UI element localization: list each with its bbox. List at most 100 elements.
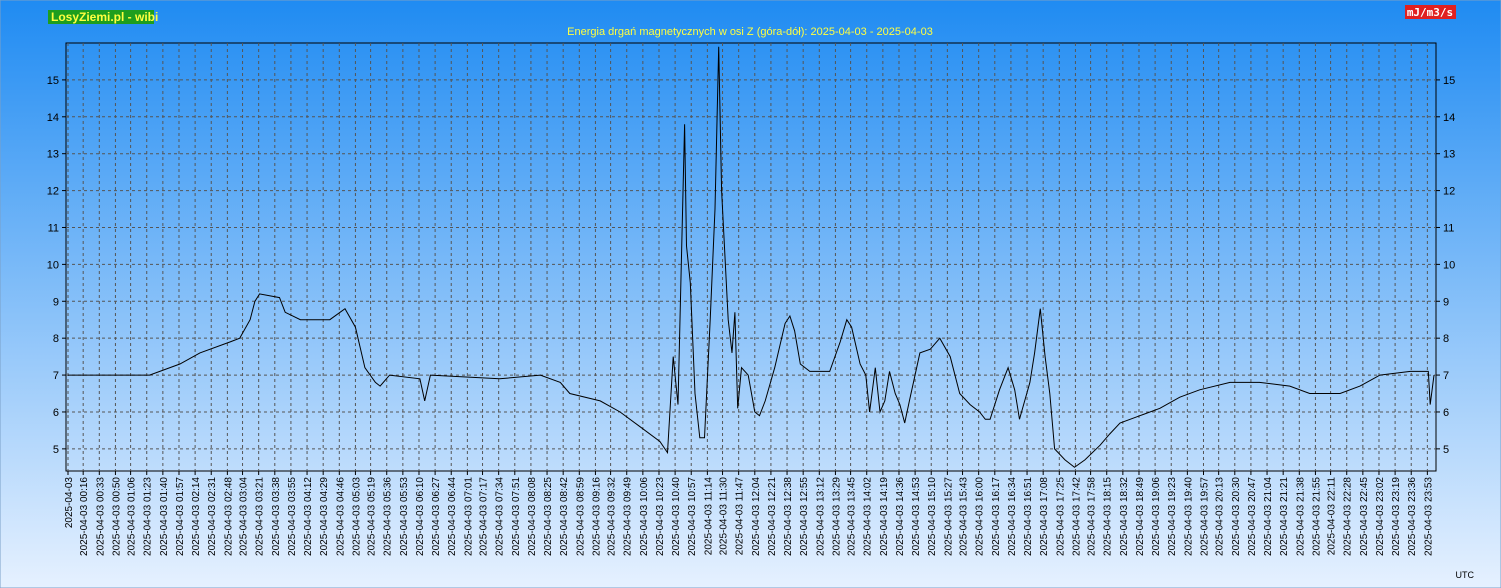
x-tick-label: 2025-04-03 19:06 (1151, 477, 1162, 556)
y-tick-label: 13 (1443, 149, 1455, 161)
y-tick-label: 5 (53, 444, 59, 456)
x-tick-label: 2025-04-03 15:27 (943, 477, 954, 556)
x-tick-label: 2025-04-03 14:53 (911, 477, 922, 556)
y-tick-label: 6 (53, 407, 59, 419)
unit: mJ/m3/s (1407, 6, 1453, 19)
x-tick-label: 2025-04-03 19:57 (1199, 477, 1210, 556)
y-tick-label: 9 (1443, 296, 1449, 308)
x-tick-label: 2025-04-03 04:29 (319, 477, 330, 556)
x-tick-label: 2025-04-03 08:08 (527, 477, 538, 556)
y-tick-label: 12 (1443, 186, 1455, 198)
x-tick-label: 2025-04-03 23:36 (1407, 477, 1418, 556)
x-tick-label: 2025-04-03 04:46 (335, 477, 346, 556)
x-tick-label: 2025-04-03 17:25 (1055, 477, 1066, 556)
x-tick-label: 2025-04-03 14:02 (863, 477, 874, 556)
x-tick-label: 2025-04-03 17:08 (1039, 477, 1050, 556)
x-tick-label: 2025-04-03 08:25 (543, 477, 554, 556)
x-unit: UTC (1456, 570, 1475, 580)
x-tick-label: 2025-04-03 02:48 (223, 477, 234, 556)
y-tick-label: 14 (1443, 112, 1455, 124)
x-tick-label: 2025-04-03 15:10 (927, 477, 938, 556)
x-tick-label: 2025-04-03 21:55 (1311, 477, 1322, 556)
x-tick-label: 2025-04-03 01:23 (143, 477, 154, 556)
x-tick-label: 2025-04-03 03:21 (255, 477, 266, 556)
x-tick-label: 2025-04-03 00:16 (79, 477, 90, 556)
x-tick-label: 2025-04-03 11:47 (735, 477, 746, 556)
x-tick-label: 2025-04-03 03:04 (239, 477, 250, 556)
x-tick-label: 2025-04-03 03:38 (271, 477, 282, 556)
x-tick-label: 2025-04-03 13:29 (831, 477, 842, 556)
y-tick-label: 12 (47, 186, 59, 198)
x-tick-label: 2025-04-03 09:49 (623, 477, 634, 556)
y-tick-label: 8 (1443, 333, 1449, 345)
x-tick-label: 2025-04-03 05:03 (351, 477, 362, 556)
y-tick-label: 7 (53, 370, 59, 382)
x-tick-label: 2025-04-03 12:38 (783, 477, 794, 556)
x-tick-label: 2025-04-03 06:44 (447, 477, 458, 556)
y-tick-label: 9 (53, 296, 59, 308)
x-tick-label: 2025-04-03 21:04 (1263, 477, 1274, 556)
x-tick-label: 2025-04-03 06:27 (431, 477, 442, 556)
x-tick-label: 2025-04-03 05:19 (367, 477, 378, 556)
brand-box (48, 10, 154, 24)
x-tick-label: 2025-04-03 12:21 (767, 477, 778, 556)
x-tick-label: 2025-04-03 16:51 (1023, 477, 1034, 556)
x-tick-label: 2025-04-03 07:17 (479, 477, 490, 556)
y-tick-label: 13 (47, 149, 59, 161)
data-line (68, 46, 1435, 468)
x-tick-label: 2025-04-03 15:43 (959, 477, 970, 556)
x-tick-label: 2025-04-03 23:02 (1375, 477, 1386, 556)
plot-frame (65, 42, 1437, 472)
y-tick-label: 14 (47, 112, 59, 124)
x-tick-label: 2025-04-03 07:34 (495, 477, 506, 556)
x-tick-label: 2025-04-03 09:16 (591, 477, 602, 556)
x-tick-label: 2025-04-03 18:32 (1119, 477, 1130, 556)
x-tick-label: 2025-04-03 20:13 (1215, 477, 1226, 556)
x-tick-label: 2025-04-03 05:36 (383, 477, 394, 556)
x-tick-label: 2025-04-03 23:19 (1391, 477, 1402, 556)
x-tick-label: 2025-04-03 03:55 (287, 477, 298, 556)
x-tick-label: 2025-04-03 09:32 (607, 477, 618, 556)
x-tick-label: 2025-04-03 10:06 (639, 477, 650, 556)
x-tick-label: 2025-04-03 16:00 (975, 477, 986, 556)
x-tick-label: 2025-04-03 02:31 (207, 477, 218, 556)
x-tick-label: 2025-04-03 19:40 (1183, 477, 1194, 556)
x-tick-label: 2025-04-03 06:10 (415, 477, 426, 556)
chart-title: Energia drgań magnetycznych w osi Z (gór… (567, 26, 933, 38)
x-tick-label: 2025-04-03 10:23 (655, 477, 666, 556)
x-tick-label: 2025-04-03 10:40 (671, 477, 682, 556)
x-tick-label: 2025-04-03 07:51 (511, 477, 522, 556)
brand: LosyZiemi.pl - wibi (51, 10, 158, 24)
y-tick-label: 11 (48, 222, 59, 234)
x-tick-label: 2025-04-03 17:58 (1087, 477, 1098, 556)
x-tick-label: 2025-04-03 22:45 (1359, 477, 1370, 556)
x-tick-label: 2025-04-03 11:14 (703, 477, 714, 556)
x-tick-label: 2025-04-03 13:45 (847, 477, 858, 556)
x-tick-label: 2025-04-03 21:38 (1295, 477, 1306, 556)
y-tick-label: 8 (53, 333, 59, 345)
y-tick-label: 10 (47, 259, 59, 271)
y-tick-label: 10 (1443, 259, 1455, 271)
x-tick-label: 2025-04-03 12:55 (799, 477, 810, 556)
y-tick-label: 15 (1443, 75, 1455, 87)
y-tick-label: 6 (1443, 407, 1449, 419)
x-tick-label: 2025-04-03 08:42 (559, 477, 570, 556)
x-tick-label: 2025-04-03 22:11 (1327, 477, 1338, 556)
x-tick-label: 2025-04-03 18:15 (1103, 477, 1114, 556)
x-tick-label: 2025-04-03 00:33 (95, 477, 106, 556)
unit-box (1405, 5, 1456, 19)
x-tick-label: 2025-04-03 04:12 (303, 477, 314, 556)
x-tick-label: 2025-04-03 18:49 (1135, 477, 1146, 556)
x-tick-label: 2025-04-03 14:36 (895, 477, 906, 556)
x-tick-label: 2025-04-03 07:01 (463, 477, 474, 556)
x-tick-label: 2025-04-03 22:28 (1343, 477, 1354, 556)
x-tick-label: 2025-04-03 01:57 (175, 477, 186, 556)
x-tick-label: 2025-04-03 10:57 (687, 477, 698, 556)
x-tick-label: 2025-04-03 00:50 (111, 477, 122, 556)
x-tick-label: 2025-04-03 21:21 (1279, 477, 1290, 556)
x-tick-label: 2025-04-03 11:30 (719, 477, 730, 556)
x-tick-label: 2025-04-03 17:42 (1071, 477, 1082, 556)
x-tick-label: 2025-04-03 (64, 477, 75, 529)
x-tick-label: 2025-04-03 01:40 (159, 477, 170, 556)
